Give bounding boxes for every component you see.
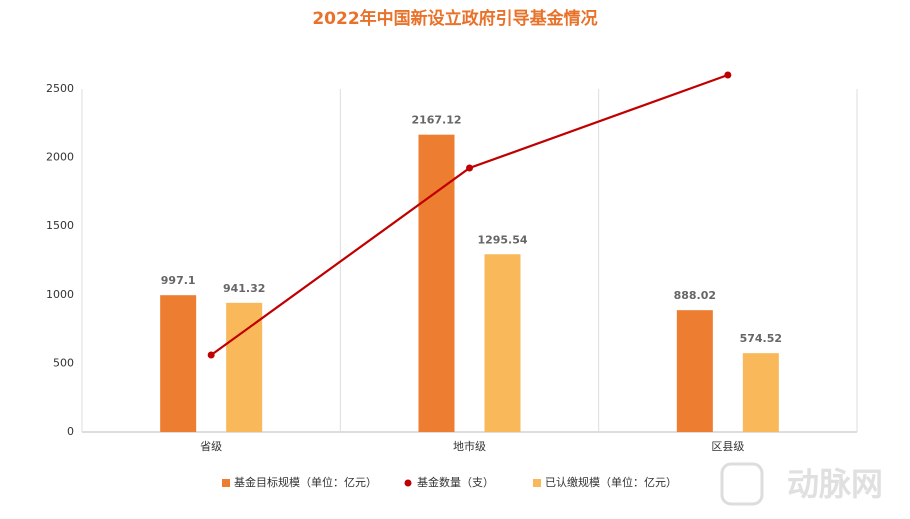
legend-swatch [404, 479, 412, 487]
chart-title: 2022年中国新设立政府引导基金情况 [312, 8, 597, 29]
bar [742, 353, 779, 432]
x-tick-label: 地市级 [453, 439, 486, 453]
line [210, 73, 729, 356]
legend-label: 已认缴规模（单位：亿元） [545, 475, 677, 489]
x-tick-label: 省级 [200, 440, 222, 453]
data-label: 941.32 [223, 282, 265, 295]
bar [484, 254, 521, 432]
data-label: 997.1 [161, 274, 196, 287]
line-point [207, 351, 215, 359]
bar [160, 295, 197, 432]
bar [418, 134, 455, 432]
y-tick-label: 0 [67, 425, 74, 438]
legend-label: 基金数量（支） [417, 475, 494, 489]
y-tick-label: 2500 [46, 82, 74, 95]
legend-label: 基金目标规模（单位：亿元） [234, 475, 377, 489]
x-tick-label: 区县级 [711, 440, 744, 453]
y-tick-label: 2000 [46, 151, 74, 164]
data-label: 1295.54 [477, 233, 527, 246]
y-tick-label: 1500 [46, 219, 74, 232]
data-label: 2167.12 [411, 114, 461, 127]
data-label: 574.52 [740, 332, 782, 345]
legend-swatch [222, 479, 230, 487]
data-label: 888.02 [674, 289, 716, 302]
line-point [724, 71, 732, 79]
watermark: 动脉网 [787, 465, 883, 503]
legend-swatch [533, 479, 541, 487]
watermark-logo [720, 462, 764, 506]
bar [676, 310, 713, 432]
line-point [466, 164, 473, 172]
y-tick-label: 500 [53, 356, 74, 369]
y-tick-label: 1000 [46, 288, 74, 301]
bar [226, 302, 263, 432]
